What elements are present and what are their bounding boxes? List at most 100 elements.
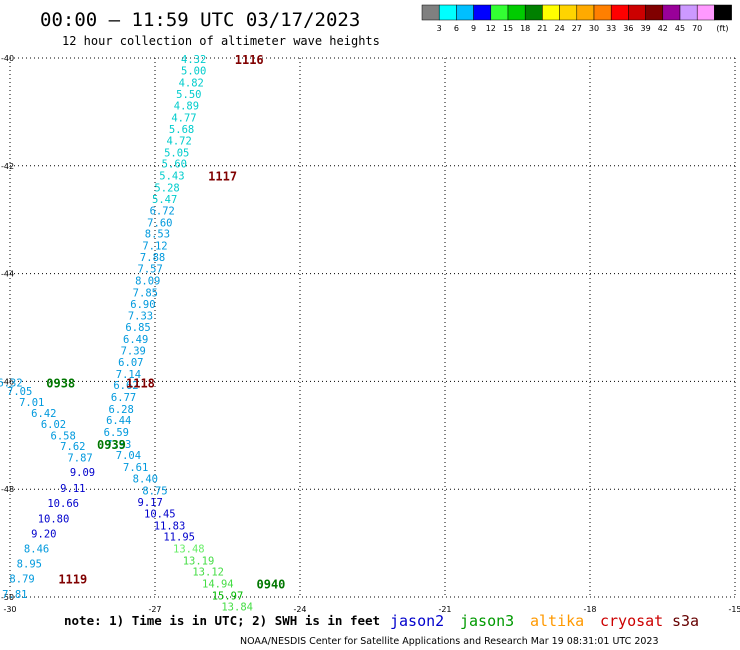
x-tick-label: -18: [583, 605, 596, 614]
wave-height-label: 5.50: [176, 89, 201, 101]
wave-height-label: 5.68: [169, 124, 194, 136]
wave-height-values: 4.325.004.825.504.894.775.684.725.055.60…: [0, 54, 253, 614]
wave-height-label: 6.44: [106, 415, 131, 427]
pass-time-label: 1119: [58, 573, 87, 587]
wave-height-label: 4.89: [174, 100, 199, 112]
pass-time-label: 1117: [208, 170, 237, 184]
color-scale-label: 39: [641, 24, 651, 33]
wave-height-label: 13.19: [183, 555, 215, 567]
wave-height-label: 7.12: [142, 241, 167, 253]
color-swatch: [559, 4, 578, 21]
color-scale-label: 33: [606, 24, 616, 33]
wave-height-label: 5.28: [154, 182, 179, 194]
wave-height-label: 4.32: [181, 54, 206, 66]
wave-height-label: 6.07: [118, 357, 143, 369]
color-scale-label: 30: [589, 24, 599, 33]
wave-height-label: 10.66: [47, 498, 79, 510]
wave-height-label: 8.46: [24, 543, 49, 555]
wave-height-label: 6.28: [109, 404, 134, 416]
wave-height-label: 8.40: [133, 473, 158, 485]
wave-height-label: 6.90: [130, 299, 155, 311]
wave-height-label: 8.95: [17, 559, 42, 571]
color-swatch: [524, 4, 543, 21]
color-scale-bar: 3 6 9 12 15 18 21 24 27 30 33 36 39 42 45 70 (ft): [421, 4, 732, 33]
wave-height-label: 6.72: [150, 206, 175, 218]
wave-height-label: 9.09: [70, 467, 95, 479]
wave-height-label: 4.72: [167, 135, 192, 147]
y-tick-label: -44: [1, 270, 14, 279]
color-swatch: [610, 4, 629, 21]
wave-height-label: 6.77: [111, 392, 136, 404]
wave-height-label: 7.60: [147, 217, 172, 229]
legend-altika: altika: [530, 612, 584, 630]
wave-height-label: 10.45: [144, 508, 176, 520]
color-swatch: [679, 4, 698, 21]
x-tick-label: -30: [3, 605, 16, 614]
color-scale-label: 24: [555, 24, 565, 33]
wave-height-label: 11.95: [163, 532, 195, 544]
wave-height-label: 7.62: [60, 441, 85, 453]
pass-time-labels: 1116 1117 1118 0938 0939 1119 0940: [46, 53, 285, 591]
wave-height-label: 7.85: [133, 287, 158, 299]
wave-height-label: 6.59: [104, 427, 129, 439]
legend-jason3: jason3: [460, 612, 514, 630]
color-scale-label: 9: [471, 24, 476, 33]
wave-height-label: 5.43: [159, 171, 184, 183]
wave-height-label: 7.33: [106, 439, 131, 451]
wave-height-label: 5.05: [164, 147, 189, 159]
wave-height-label: 6.62: [113, 380, 138, 392]
color-swatch: [662, 4, 681, 21]
wave-height-label: 7.01: [19, 397, 44, 409]
legend-jason2: jason2: [390, 612, 444, 630]
wave-height-label: 13.12: [192, 567, 224, 579]
satellite-legend: jason2 jason3 altika cryosat s3a: [390, 612, 699, 630]
wave-height-label: 11.83: [154, 520, 186, 532]
color-swatch: [490, 4, 509, 21]
color-scale-label: (ft): [716, 24, 728, 33]
color-swatch: [473, 4, 492, 21]
chart-subtitle: 12 hour collection of altimeter wave hei…: [62, 34, 380, 48]
wave-height-label: 8.79: [9, 574, 34, 586]
wave-height-label: 6.32: [0, 377, 23, 389]
wave-height-label: 10.80: [38, 513, 70, 525]
wave-height-label: 8.75: [142, 485, 167, 497]
color-swatch: [696, 4, 715, 21]
wave-height-label: 13.48: [173, 543, 205, 555]
color-swatch: [576, 4, 595, 21]
wave-height-label: 5.00: [181, 65, 206, 77]
color-swatch: [438, 4, 457, 21]
wave-height-label: 4.82: [179, 77, 204, 89]
y-tick-label: -50: [1, 593, 14, 602]
color-scale-label: 70: [692, 24, 702, 33]
color-scale-label: 21: [537, 24, 547, 33]
wave-height-label: 7.88: [140, 252, 165, 264]
color-swatch: [542, 4, 560, 21]
wave-height-label: 7.57: [138, 264, 163, 276]
color-scale-label: 6: [454, 24, 459, 33]
wave-height-label: 7.14: [116, 369, 141, 381]
x-tick-label: -21: [438, 605, 451, 614]
wave-height-label: 8.09: [135, 276, 160, 288]
footer-note: note: 1) Time is in UTC; 2) SWH is in fe…: [64, 613, 380, 628]
wave-height-label: 15.97: [212, 590, 244, 602]
y-tick-label: -48: [1, 485, 14, 494]
color-scale-label: 12: [486, 24, 496, 33]
color-scale-label: 27: [572, 24, 582, 33]
color-swatch: [507, 4, 526, 21]
color-swatch: [645, 4, 664, 21]
y-tick-label: -46: [1, 377, 14, 386]
x-tick-label: -27: [148, 605, 161, 614]
plot-grid: [9, 57, 736, 598]
wave-height-label: 5.60: [162, 159, 187, 171]
wave-height-label: 7.33: [128, 311, 153, 323]
wave-height-label: 8.53: [145, 229, 170, 241]
wave-height-label: 7.87: [67, 452, 92, 464]
x-tick-label: -15: [728, 605, 740, 614]
pass-time-label: 1118: [126, 376, 155, 390]
legend-s3a: s3a: [672, 612, 699, 630]
wave-height-label: 9.20: [31, 528, 56, 540]
wave-height-label: 14.94: [202, 579, 234, 591]
wave-height-label: 6.42: [31, 408, 56, 420]
